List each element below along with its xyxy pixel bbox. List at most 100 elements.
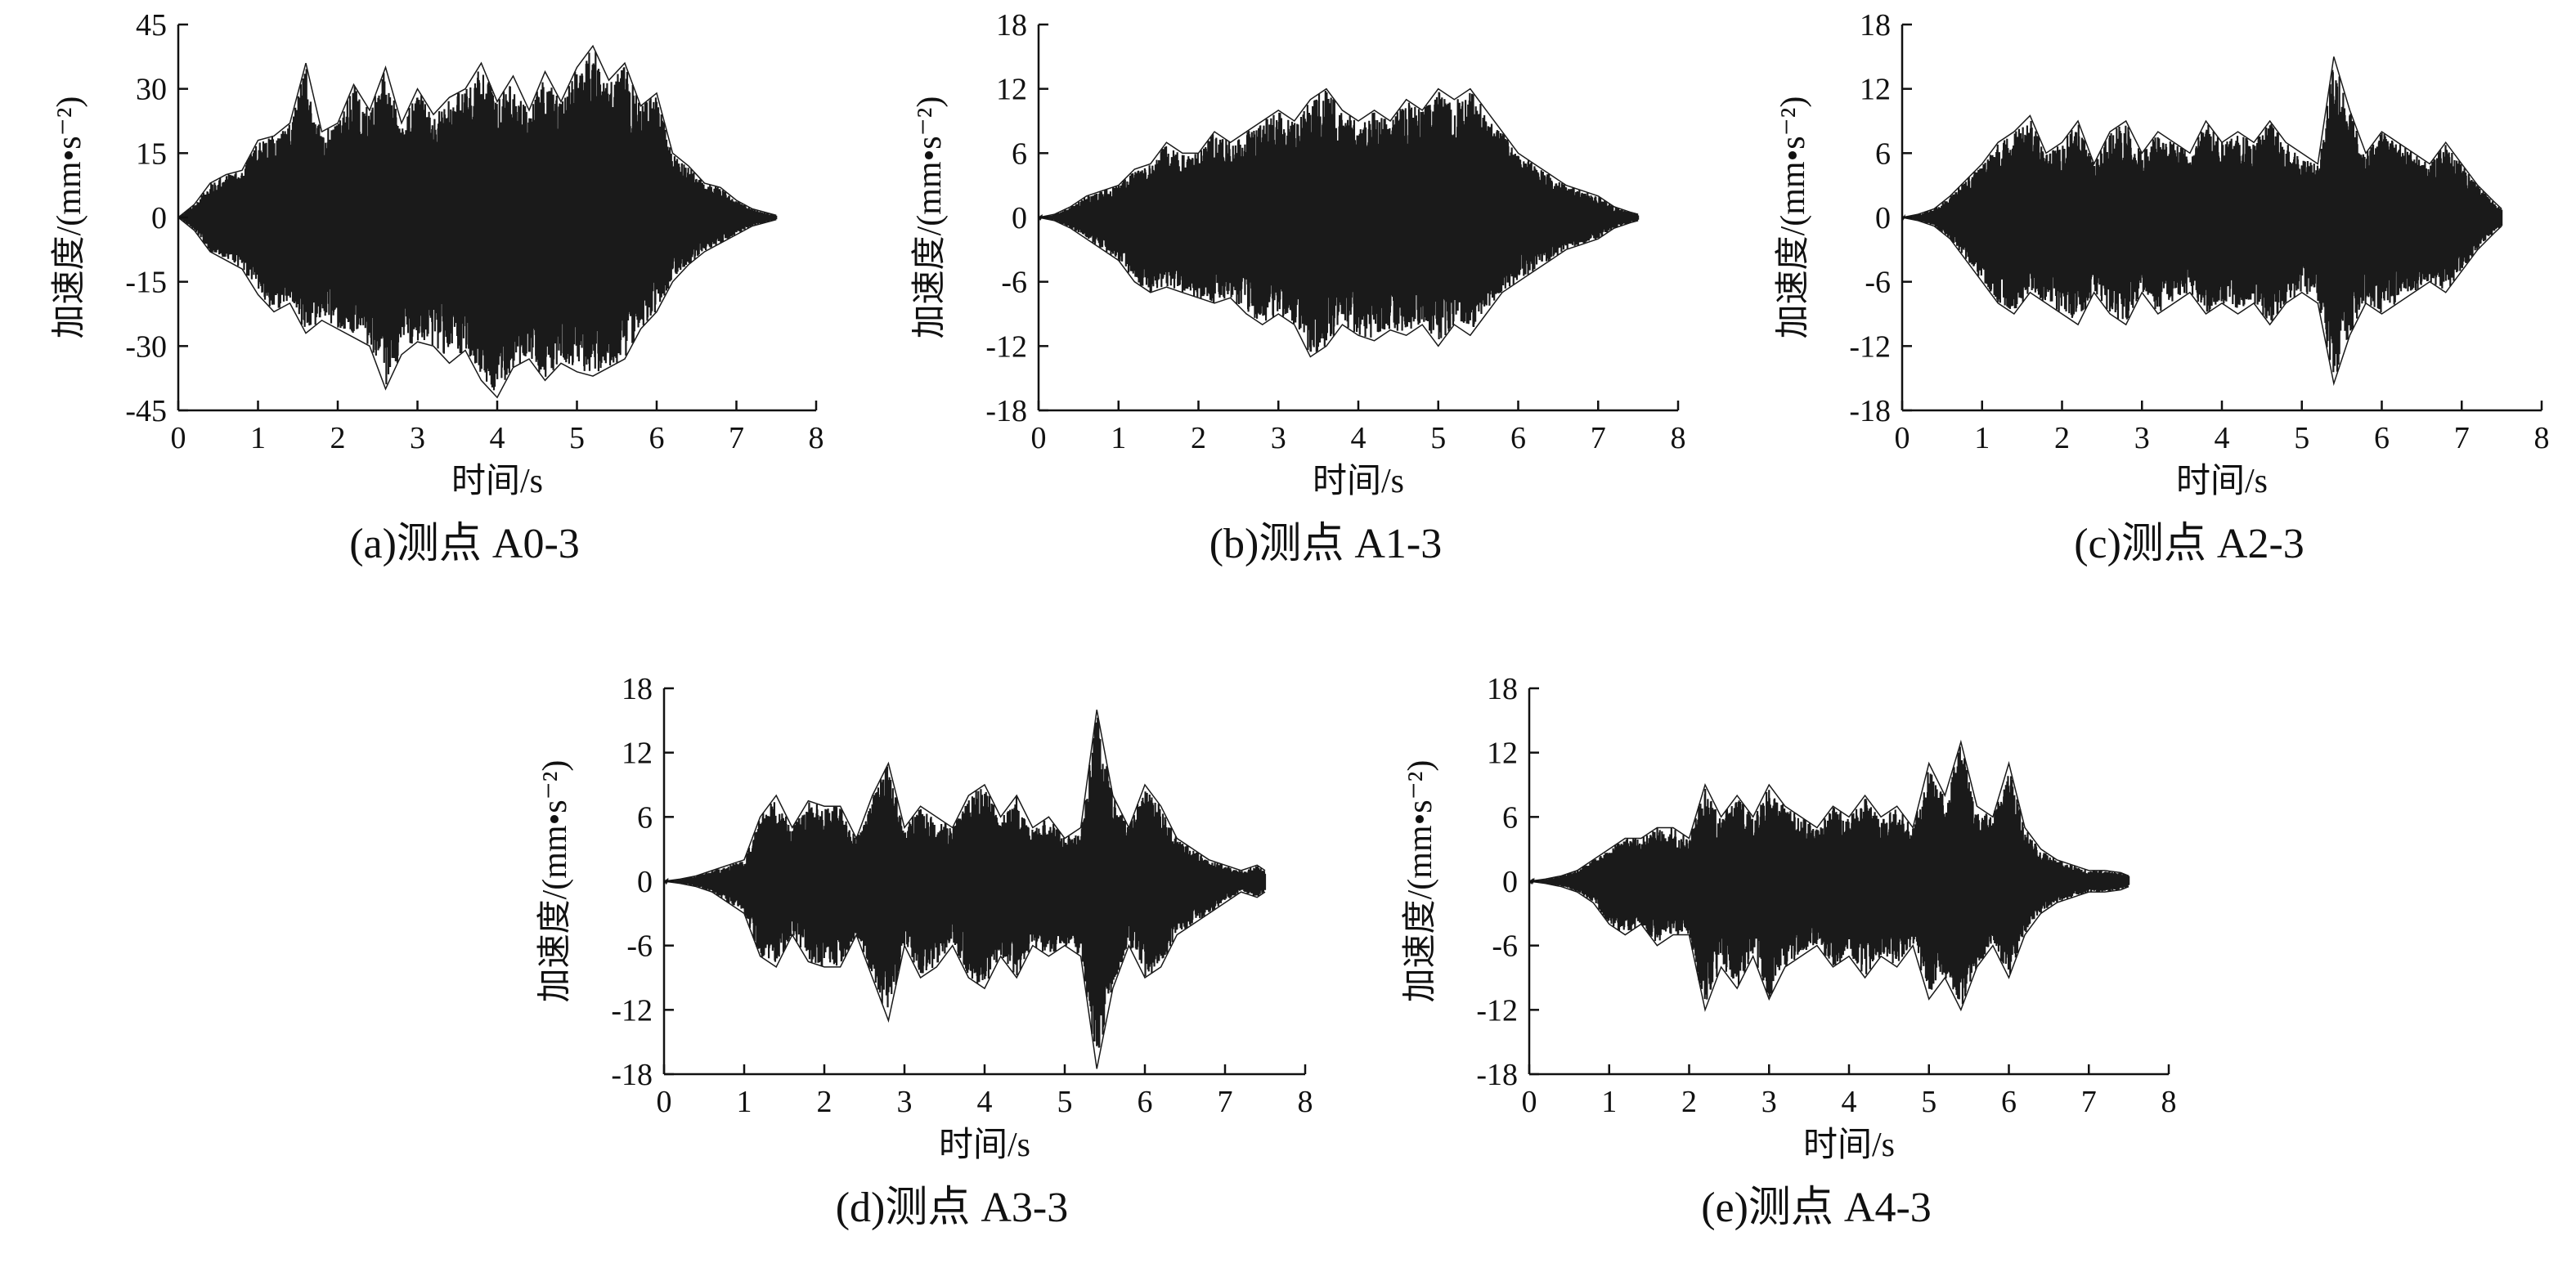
lower-envelope [1901, 217, 2502, 387]
x-axis-label: 时间/s [451, 463, 543, 500]
x-tick-label: 5 [1921, 1085, 1936, 1119]
y-tick-label: 12 [622, 737, 653, 771]
x-tick-label: 2 [2054, 421, 2070, 455]
x-tick-label: 7 [729, 421, 744, 455]
x-tick-label: 5 [569, 421, 585, 455]
y-tick-label: 0 [151, 201, 167, 235]
y-tick-label: -6 [1492, 929, 1518, 964]
x-tick-label: 7 [2081, 1085, 2097, 1119]
lower-envelope [1528, 880, 2129, 1013]
x-tick-label: 7 [1218, 1085, 1233, 1119]
x-tick-label: 4 [2215, 421, 2230, 455]
y-tick-label: -18 [611, 1058, 653, 1092]
y-tick-label: 18 [996, 8, 1027, 43]
lower-envelope [177, 217, 777, 399]
x-tick-label: 2 [1191, 421, 1206, 455]
x-tick-label: 1 [250, 421, 266, 455]
x-tick-label: 7 [1591, 421, 1606, 455]
y-tick-label: -15 [125, 266, 167, 300]
acceleration-trace [663, 717, 1267, 1048]
y-tick-label: 6 [1875, 137, 1891, 171]
acceleration-trace [1901, 69, 2503, 373]
y-tick-label: -18 [985, 394, 1027, 428]
x-tick-label: 2 [330, 421, 346, 455]
panel-caption: (b)测点 A1-3 [1209, 521, 1443, 567]
x-tick-label: 3 [1271, 421, 1286, 455]
y-axis-label: 加速度/(mm•s⁻²) [1775, 96, 1812, 339]
y-tick-label: 0 [1875, 201, 1891, 235]
y-axis-label: 加速度/(mm•s⁻²) [911, 96, 949, 339]
y-axis-label: 加速度/(mm•s⁻²) [51, 96, 88, 339]
panel-caption: (e)测点 A4-3 [1701, 1185, 1932, 1231]
x-tick-label: 6 [649, 421, 665, 455]
x-tick-label: 0 [1031, 421, 1047, 455]
y-tick-label: -6 [1001, 266, 1027, 300]
x-tick-label: 3 [410, 421, 425, 455]
y-tick-label: -6 [1865, 266, 1891, 300]
x-tick-label: 4 [490, 421, 505, 455]
y-tick-label: -18 [1476, 1058, 1518, 1092]
y-tick-label: 18 [1487, 672, 1518, 706]
x-tick-label: 4 [977, 1085, 993, 1119]
x-tick-label: 6 [2374, 421, 2390, 455]
y-tick-label: 12 [996, 73, 1027, 107]
panel-caption: (c)测点 A2-3 [2074, 521, 2304, 567]
y-tick-label: -12 [611, 993, 653, 1028]
x-tick-label: 3 [2134, 421, 2150, 455]
x-tick-label: 2 [1681, 1085, 1697, 1119]
x-tick-label: 8 [2161, 1085, 2177, 1119]
y-tick-label: 6 [637, 800, 653, 835]
x-tick-label: 8 [1671, 421, 1686, 455]
x-tick-label: 8 [2534, 421, 2550, 455]
x-tick-label: 1 [1111, 421, 1126, 455]
x-tick-label: 0 [657, 1085, 672, 1119]
x-tick-label: 1 [737, 1085, 752, 1119]
y-axis-label: 加速度/(mm•s⁻²) [536, 760, 574, 1003]
x-axis-label: 时间/s [1313, 463, 1404, 500]
x-tick-label: 3 [1761, 1085, 1777, 1119]
x-tick-label: 5 [1057, 1085, 1073, 1119]
acceleration-trace [1038, 90, 1640, 352]
y-tick-label: -12 [1849, 329, 1891, 364]
y-tick-label: 18 [622, 672, 653, 706]
x-tick-label: 2 [817, 1085, 832, 1119]
x-tick-label: 6 [1510, 421, 1526, 455]
y-tick-label: 6 [1502, 800, 1518, 835]
lower-envelope [663, 880, 1266, 1069]
x-tick-label: 1 [1601, 1085, 1617, 1119]
x-tick-label: 0 [1895, 421, 1910, 455]
y-tick-label: 0 [1502, 865, 1518, 899]
y-tick-label: 15 [136, 137, 167, 171]
y-axis-label: 加速度/(mm•s⁻²) [1402, 760, 1439, 1003]
acceleration-trace [1528, 746, 2130, 1005]
lower-envelope [1038, 217, 1639, 358]
x-tick-label: 8 [1298, 1085, 1313, 1119]
y-tick-label: -45 [125, 394, 167, 428]
y-tick-label: 30 [136, 73, 167, 107]
y-tick-label: 12 [1860, 73, 1891, 107]
y-tick-label: 45 [136, 8, 167, 43]
y-tick-label: -18 [1849, 394, 1891, 428]
x-tick-label: 6 [2001, 1085, 2017, 1119]
x-tick-label: 5 [2294, 421, 2309, 455]
y-tick-label: -12 [985, 329, 1027, 364]
x-tick-label: 0 [1522, 1085, 1537, 1119]
x-tick-label: 4 [1351, 421, 1367, 455]
x-tick-label: 7 [2454, 421, 2470, 455]
x-axis-label: 时间/s [1803, 1126, 1895, 1164]
y-tick-label: 12 [1487, 737, 1518, 771]
panel-caption: (d)测点 A3-3 [836, 1185, 1069, 1231]
x-axis-label: 时间/s [939, 1126, 1030, 1164]
y-tick-label: -12 [1476, 993, 1518, 1028]
y-tick-label: 18 [1860, 8, 1891, 43]
upper-envelope [663, 710, 1266, 882]
upper-envelope [177, 44, 777, 218]
upper-envelope [1901, 56, 2502, 218]
upper-envelope [1038, 87, 1639, 218]
x-tick-label: 6 [1138, 1085, 1153, 1119]
